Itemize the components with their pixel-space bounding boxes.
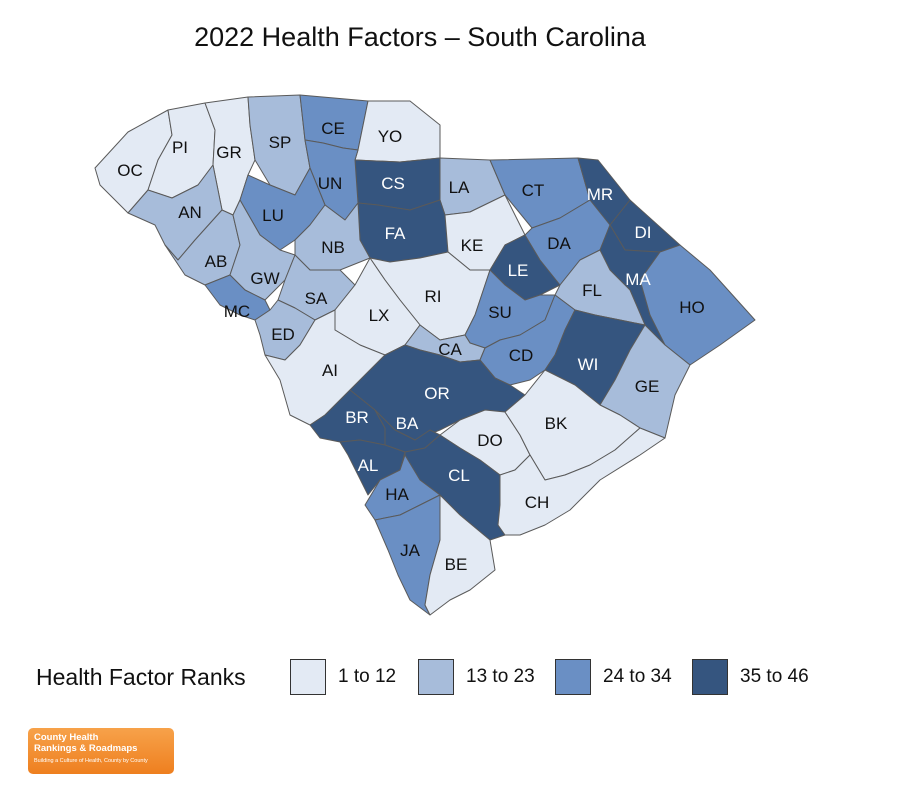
legend-label-2: 13 to 23	[466, 666, 535, 687]
legend-item-2: 13 to 23	[418, 658, 535, 696]
county-label-mr: MR	[587, 185, 613, 204]
legend-title: Health Factor Ranks	[36, 664, 246, 690]
legend-item-1: 1 to 12	[290, 658, 396, 696]
county-label-le: LE	[508, 261, 529, 280]
county-label-lx: LX	[369, 306, 390, 325]
county-label-yo: YO	[378, 127, 403, 146]
county-label-fl: FL	[582, 281, 602, 300]
county-label-gw: GW	[250, 269, 279, 288]
county-label-al: AL	[358, 456, 379, 475]
county-label-wi: WI	[578, 355, 599, 374]
county-label-di: DI	[635, 223, 652, 242]
county-label-ai: AI	[322, 361, 338, 380]
legend-swatch-3	[555, 659, 591, 695]
legend-item-4: 35 to 46	[692, 658, 809, 696]
county-label-an: AN	[178, 203, 202, 222]
county-label-ja: JA	[400, 541, 421, 560]
county-label-br: BR	[345, 408, 369, 427]
county-label-su: SU	[488, 303, 512, 322]
county-label-ca: CA	[438, 340, 462, 359]
logo-line-1: County Health	[34, 732, 99, 743]
county-label-or: OR	[424, 384, 450, 403]
county-be	[424, 494, 496, 616]
county-label-ge: GE	[635, 377, 660, 396]
logo-line-2: Rankings & Roadmaps	[34, 743, 138, 754]
county-label-ha: HA	[385, 485, 409, 504]
county-label-be: BE	[445, 555, 468, 574]
county-label-ri: RI	[425, 287, 442, 306]
legend-item-3: 24 to 34	[555, 658, 672, 696]
county-label-nb: NB	[321, 238, 345, 257]
county-label-sa: SA	[305, 289, 328, 308]
county-label-da: DA	[547, 234, 571, 253]
county-label-gr: GR	[216, 143, 242, 162]
county-label-ed: ED	[271, 325, 295, 344]
county-label-ce: CE	[321, 119, 345, 138]
county-label-la: LA	[449, 178, 470, 197]
county-label-ch: CH	[525, 493, 550, 512]
county-label-ba: BA	[396, 414, 419, 433]
county-label-cl: CL	[448, 466, 470, 485]
county-label-mc: MC	[224, 302, 250, 321]
logo-tagline: Building a Culture of Health, County by …	[34, 758, 148, 764]
county-label-do: DO	[477, 431, 503, 450]
county-label-cs: CS	[381, 174, 405, 193]
county-label-lu: LU	[262, 206, 284, 225]
county-label-pi: PI	[172, 138, 188, 157]
map-title: 2022 Health Factors – South Carolina	[194, 22, 646, 52]
county-ch	[497, 427, 666, 536]
county-label-fa: FA	[385, 224, 406, 243]
legend-label-4: 35 to 46	[740, 666, 809, 687]
county-health-rankings-logo: County Health Rankings & Roadmaps Buildi…	[28, 728, 174, 774]
county-label-un: UN	[318, 174, 343, 193]
county-label-ho: HO	[679, 298, 705, 317]
county-label-bk: BK	[545, 414, 568, 433]
legend-swatch-4	[692, 659, 728, 695]
county-label-cd: CD	[509, 346, 534, 365]
legend-swatch-2	[418, 659, 454, 695]
county-label-ke: KE	[461, 236, 484, 255]
county-label-oc: OC	[117, 161, 143, 180]
county-label-ab: AB	[205, 252, 228, 271]
legend-label-1: 1 to 12	[338, 666, 397, 687]
county-label-ct: CT	[522, 181, 545, 200]
legend-swatch-1	[290, 659, 326, 695]
county-label-sp: SP	[269, 133, 292, 152]
legend-label-3: 24 to 34	[603, 666, 672, 687]
county-label-ma: MA	[625, 270, 651, 289]
